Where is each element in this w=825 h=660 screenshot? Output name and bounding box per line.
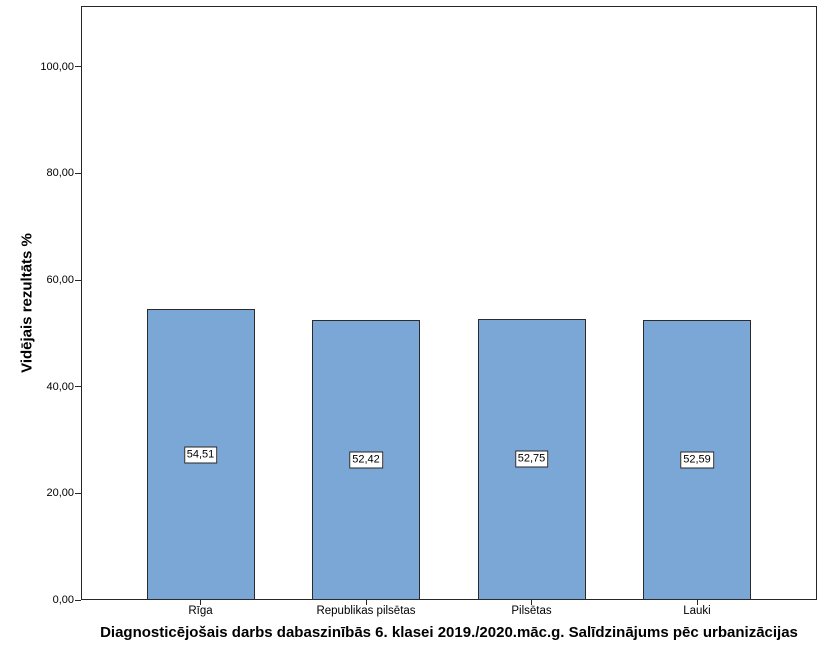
x-tick	[365, 600, 367, 605]
bar	[312, 320, 420, 600]
y-tick	[75, 279, 81, 281]
y-tick	[75, 386, 81, 388]
y-tick-label: 0,00	[52, 594, 74, 606]
y-tick-label: 80,00	[46, 167, 74, 180]
x-tick-label: Lauki	[683, 605, 711, 617]
x-tick-label: Rīga	[188, 605, 213, 617]
y-tick	[75, 492, 81, 494]
bar-value-label: 52,75	[514, 450, 549, 468]
x-tick	[696, 600, 698, 605]
y-tick	[75, 172, 81, 174]
y-tick-label: 60,00	[46, 274, 74, 286]
x-tick-label: Republikas pilsētas	[316, 605, 416, 617]
y-tick-label: 40,00	[46, 380, 74, 393]
x-tick	[200, 600, 201, 605]
y-tick-label: 20,00	[46, 487, 74, 500]
chart-title: Diagnosticējošais darbs dabaszinībās 6. …	[100, 624, 798, 641]
y-tick-label: 100,00	[40, 60, 74, 73]
bar-value-label: 52,59	[680, 451, 714, 469]
bar-value-label: 52,42	[349, 451, 383, 469]
y-tick	[75, 599, 81, 601]
y-axis-title: Vidējais rezultāts %	[18, 233, 36, 373]
bar-value-label: 54,51	[183, 446, 218, 464]
x-tick-label: Pilsētas	[511, 605, 552, 617]
y-tick	[75, 66, 81, 68]
x-tick	[531, 600, 532, 605]
